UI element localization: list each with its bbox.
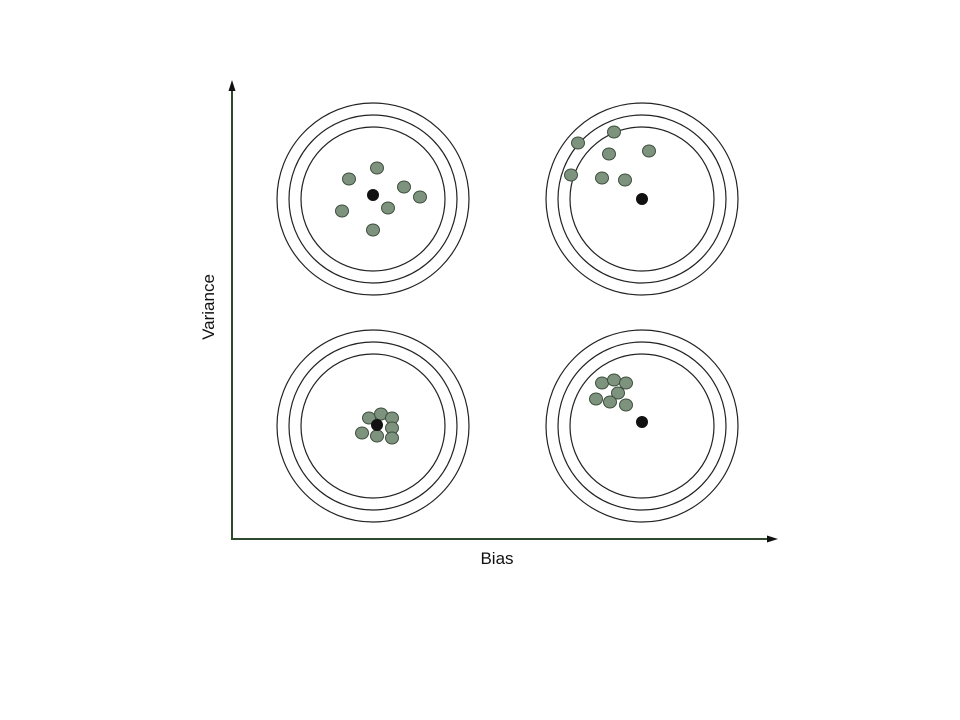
shot-point	[642, 144, 656, 158]
target-ring-2	[557, 114, 727, 284]
target-ring-2	[557, 341, 727, 511]
shot-point	[385, 431, 399, 445]
target-ring-1	[545, 102, 739, 296]
shot-point	[370, 429, 384, 443]
target-ring-3	[569, 126, 715, 272]
target-high-bias-high-variance	[545, 102, 739, 296]
shot-point	[370, 161, 384, 175]
target-ring-2	[288, 114, 458, 284]
target-center	[367, 189, 379, 201]
shot-point	[342, 172, 356, 186]
shot-point	[602, 147, 616, 161]
target-center	[371, 419, 383, 431]
shot-point	[397, 180, 411, 194]
shot-point	[564, 168, 578, 182]
shot-point	[607, 373, 621, 387]
shot-point	[413, 190, 427, 204]
target-ring-1	[276, 102, 470, 296]
shot-point	[618, 173, 632, 187]
shot-point	[595, 376, 609, 390]
shot-point	[366, 223, 380, 237]
target-ring-3	[569, 353, 715, 499]
shot-point	[619, 398, 633, 412]
shot-point	[611, 386, 625, 400]
shot-point	[355, 426, 369, 440]
x-axis-label: Bias	[480, 549, 514, 568]
target-ring-3	[300, 126, 446, 272]
shot-point	[595, 171, 609, 185]
targets	[276, 102, 739, 523]
y-axis-arrow	[228, 80, 236, 91]
shot-point	[619, 376, 633, 390]
target-ring-1	[545, 329, 739, 523]
target-low-bias-high-variance	[276, 102, 470, 296]
target-ring-2	[288, 341, 458, 511]
target-low-bias-low-variance	[276, 329, 470, 523]
x-axis-arrow	[767, 535, 778, 543]
axes	[228, 80, 778, 543]
target-ring-3	[300, 353, 446, 499]
target-ring-1	[276, 329, 470, 523]
y-axis-label: Variance	[199, 274, 218, 340]
shot-point	[571, 136, 585, 150]
target-high-bias-low-variance	[545, 329, 739, 523]
shot-point	[589, 392, 603, 406]
target-center	[636, 416, 648, 428]
shot-point	[335, 204, 349, 218]
shot-point	[381, 201, 395, 215]
target-center	[636, 193, 648, 205]
shot-point	[607, 125, 621, 139]
shot-point	[603, 395, 617, 409]
